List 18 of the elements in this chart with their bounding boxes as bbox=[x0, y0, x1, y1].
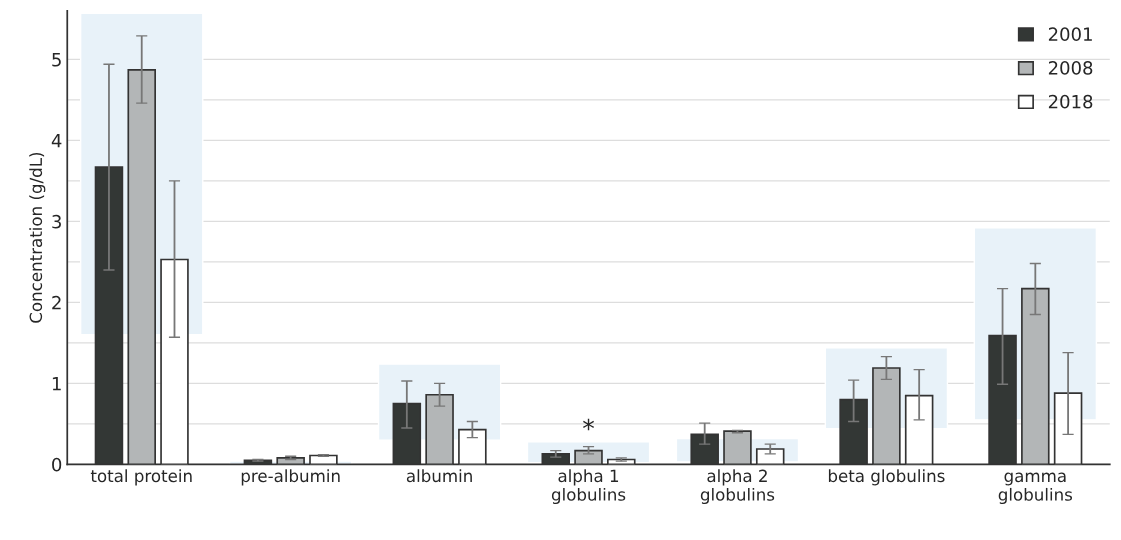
legend-label: 2001 bbox=[1048, 27, 1092, 42]
legend-label: 2018 bbox=[1048, 94, 1093, 109]
x-tick-label: beta globulins bbox=[828, 469, 945, 486]
y-axis-title: Concentration (g/dL) bbox=[29, 152, 46, 323]
x-tick-label: alpha 1 globulins bbox=[551, 469, 626, 505]
x-tick-label: total protein bbox=[90, 469, 192, 486]
y-tick-label: 4 bbox=[51, 134, 62, 148]
x-tick-label: gamma globulins bbox=[998, 472, 1073, 505]
y-tick-label: 1 bbox=[52, 377, 61, 391]
annotation: * bbox=[583, 418, 595, 431]
y-tick-label: 2 bbox=[52, 295, 61, 310]
legend-label: 2008 bbox=[1048, 61, 1093, 75]
x-tick-label: alpha 2 globulins bbox=[700, 469, 775, 505]
y-tick-label: 5 bbox=[52, 53, 61, 67]
y-tick-label: 3 bbox=[52, 214, 61, 229]
x-tick-label: albumin bbox=[406, 469, 472, 483]
x-tick-label: pre-albumin bbox=[241, 469, 340, 486]
y-tick-label: 0 bbox=[52, 457, 62, 472]
